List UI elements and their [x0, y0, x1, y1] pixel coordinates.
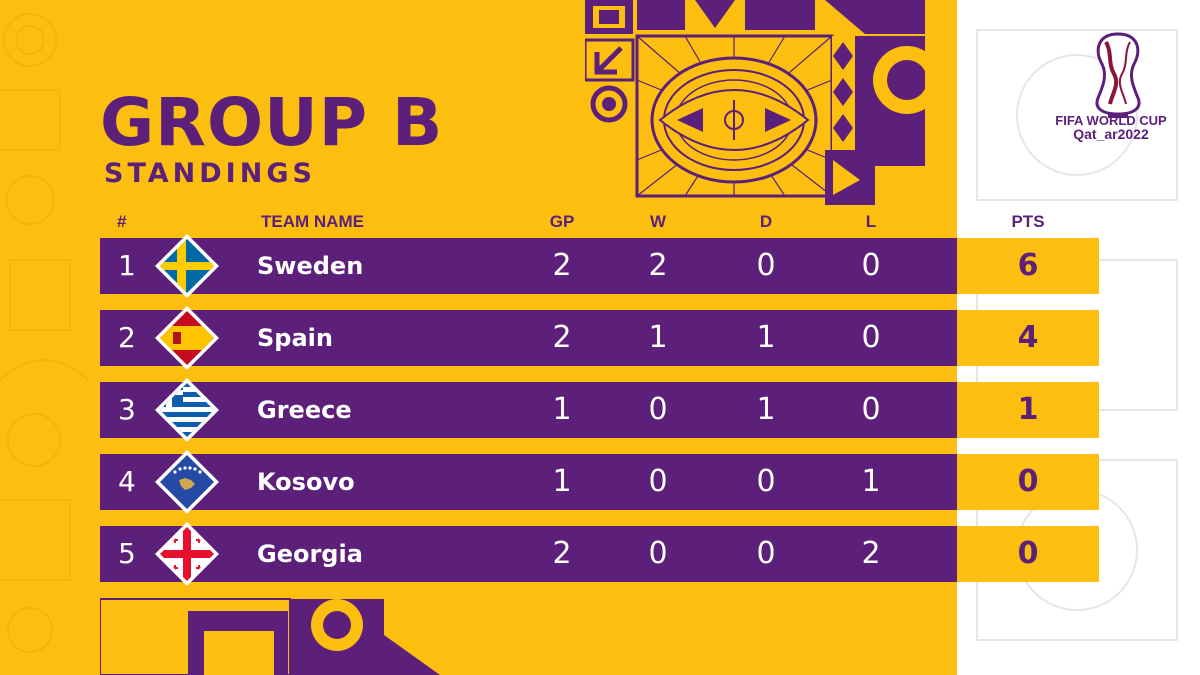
wins: 2 — [648, 248, 668, 283]
column-header-gp: GP — [549, 212, 575, 231]
wins: 0 — [648, 464, 668, 499]
table-row: 2 Spain 2 1 1 0 4 — [100, 306, 1099, 370]
games-played: 2 — [552, 320, 572, 355]
row-pts-bar — [957, 238, 1099, 294]
wins: 0 — [648, 392, 668, 427]
logo-line2: Qat_ar2022 — [1073, 126, 1149, 142]
row-pts-bar — [957, 526, 1099, 582]
rank: 4 — [118, 465, 136, 498]
draws: 0 — [756, 464, 776, 499]
row-main-bar — [100, 310, 957, 366]
draws: 1 — [756, 392, 776, 427]
logo-line1: FIFA WORLD CUP — [1055, 113, 1167, 128]
world-cup-trophy-icon — [1095, 32, 1141, 118]
spain-flag-icon — [155, 306, 219, 370]
draws: 1 — [756, 320, 776, 355]
table-row: 4 Kosovo 1 0 0 1 0 — [100, 450, 1099, 514]
greece-flag-icon — [155, 378, 219, 442]
losses: 0 — [861, 248, 881, 283]
row-pts-bar — [957, 310, 1099, 366]
draws: 0 — [756, 536, 776, 571]
team-name: Sweden — [257, 252, 364, 280]
team-name: Greece — [257, 396, 352, 424]
column-header-rank: # — [117, 212, 127, 231]
column-header-team: TEAM NAME — [261, 212, 364, 231]
decorative-bottom-pattern — [100, 598, 440, 675]
rank: 3 — [118, 393, 136, 426]
row-pts-bar — [957, 382, 1099, 438]
row-main-bar — [100, 382, 957, 438]
losses: 0 — [861, 392, 881, 427]
games-played: 2 — [552, 248, 572, 283]
points: 0 — [1017, 536, 1039, 571]
games-played: 1 — [552, 392, 572, 427]
rank: 2 — [118, 321, 136, 354]
points: 4 — [1017, 320, 1039, 355]
row-pts-bar — [957, 454, 1099, 510]
team-name: Kosovo — [257, 468, 355, 496]
column-header-pts: PTS — [1011, 212, 1045, 231]
kosovo-flag-icon — [155, 450, 219, 514]
row-main-bar — [100, 454, 957, 510]
row-main-bar — [100, 238, 957, 294]
page-title: GROUP B — [100, 84, 444, 161]
row-main-bar — [100, 526, 957, 582]
points: 0 — [1017, 464, 1039, 499]
games-played: 1 — [552, 464, 572, 499]
losses: 1 — [861, 464, 881, 499]
team-name: Spain — [257, 324, 333, 352]
wins: 1 — [648, 320, 668, 355]
table-row: 1 Sweden 2 2 0 0 6 — [100, 234, 1099, 298]
draws: 0 — [756, 248, 776, 283]
rank: 1 — [118, 249, 136, 282]
losses: 2 — [861, 536, 881, 571]
sweden-flag-icon — [155, 234, 219, 298]
table-row: 3 Greece 1 0 1 0 1 — [100, 378, 1099, 442]
points: 6 — [1017, 248, 1039, 283]
points: 1 — [1017, 392, 1039, 427]
column-header-d: D — [759, 212, 773, 231]
games-played: 2 — [552, 536, 572, 571]
column-header-w: W — [649, 212, 667, 231]
column-header-l: L — [865, 212, 877, 231]
left-ornament-pattern — [0, 13, 88, 653]
team-name: Georgia — [257, 540, 363, 568]
rank: 5 — [118, 537, 136, 570]
decorative-stadium-pattern — [585, 0, 925, 205]
wins: 0 — [648, 536, 668, 571]
table-row: 5 Georgia 2 0 0 2 0 — [100, 522, 1099, 586]
georgia-flag-icon — [155, 522, 219, 586]
losses: 0 — [861, 320, 881, 355]
page-subtitle: STANDINGS — [104, 158, 316, 189]
